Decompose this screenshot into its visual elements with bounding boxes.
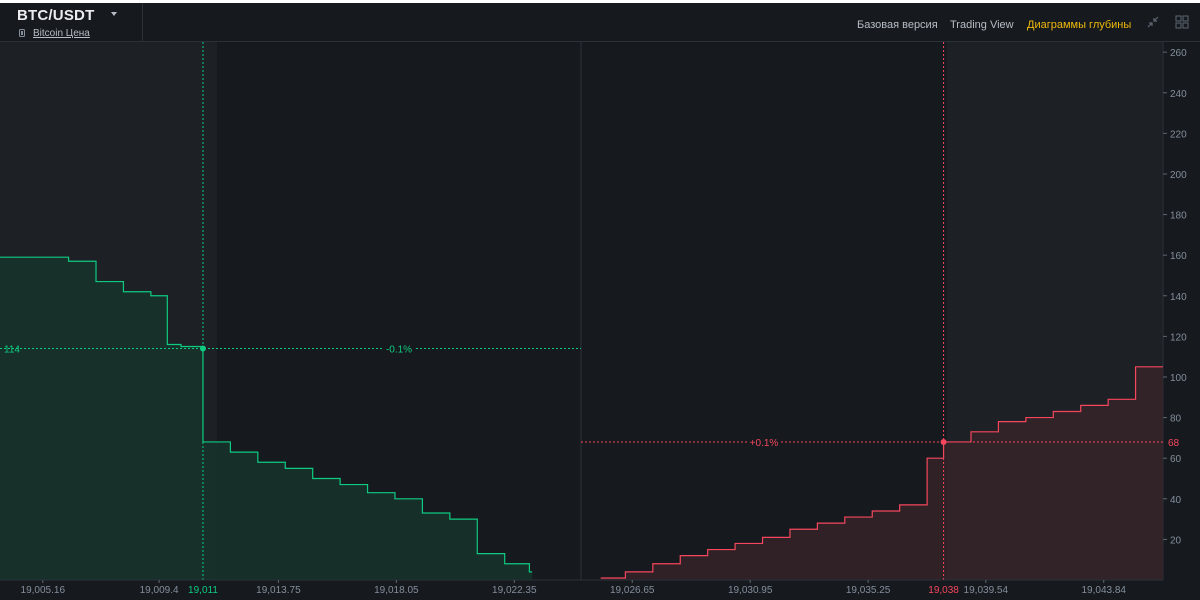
- ask-depth-label: 68: [1168, 438, 1180, 449]
- x-tick-label: 19,026.65: [610, 585, 655, 596]
- ask-price-label: 19,038: [928, 585, 959, 596]
- y-tick-label: 80: [1170, 414, 1182, 425]
- bitcoin-price-link[interactable]: Bitcoin Цена: [33, 28, 90, 39]
- collapse-icon[interactable]: [1146, 15, 1160, 29]
- x-tick-label: 19,035.25: [846, 585, 891, 596]
- x-tick-label: 19,022.35: [492, 585, 537, 596]
- ask-spread-region: [581, 42, 947, 580]
- pair-title[interactable]: BTC/USDT: [17, 7, 95, 24]
- y-tick-label: 200: [1170, 170, 1187, 181]
- x-tick-label: 19,009.4: [140, 585, 179, 596]
- x-axis: 19,005.16 19,009.4 19,013.75 19,018.05 19,02…: [0, 579, 1163, 596]
- coin-icon: [19, 29, 25, 37]
- ask-pct-label-bg: [748, 434, 780, 448]
- tab-basic-version[interactable]: Базовая версия: [857, 19, 938, 31]
- tab-depth-chart[interactable]: Диаграммы глубины: [1027, 19, 1132, 31]
- y-tick-label: 260: [1170, 48, 1187, 59]
- chart-header: BTC/USDT Bitcoin Цена Базовая версия Tra…: [0, 3, 1200, 42]
- x-tick-label: 19,030.95: [728, 585, 773, 596]
- y-axis: 20 40 60 80 100 120 140 160 180 200 220 240 260: [1163, 48, 1187, 546]
- bid-depth-label: 114: [4, 345, 20, 356]
- bid-step-line: [0, 256, 533, 573]
- bid-price-label: 19,011: [188, 585, 218, 596]
- pair-selector[interactable]: BTC/USDT Bitcoin Цена: [0, 3, 143, 41]
- ask-step-line: [600, 366, 1163, 579]
- y-tick-label: 220: [1170, 129, 1187, 140]
- bid-pct-label-bg: [383, 341, 415, 355]
- x-tick-label: 19,005.16: [21, 585, 66, 596]
- depth-chart[interactable]: -0.1% 114 19,011 +0.1% 68 19,038 20 40 60 80 100 1…: [0, 3, 1200, 600]
- bid-pct-label: -0.1%: [386, 345, 412, 356]
- x-tick-label: 19,018.05: [374, 585, 419, 596]
- grid-icon[interactable]: [1175, 15, 1189, 29]
- x-tick-label: 19,039.54: [964, 585, 1009, 596]
- bid-crosshair-point[interactable]: [199, 345, 206, 352]
- bid-price-label-bg: [186, 582, 219, 596]
- y-tick-label: 140: [1170, 292, 1187, 303]
- crosshairs: -0.1% 114 19,011 +0.1% 68 19,038: [0, 42, 1180, 596]
- y-tick-label: 60: [1170, 454, 1182, 465]
- y-tick-label: 160: [1170, 251, 1187, 262]
- depth-areas: [0, 256, 1163, 580]
- y-tick-label: 240: [1170, 89, 1187, 100]
- tab-trading-view[interactable]: Trading View: [950, 19, 1014, 31]
- y-tick-label: 120: [1170, 332, 1187, 343]
- ask-price-label-bg: [927, 582, 960, 596]
- ask-pct-label: +0.1%: [750, 438, 779, 449]
- ask-area: [600, 366, 1163, 580]
- caret-down-icon[interactable]: [111, 12, 117, 16]
- ask-crosshair-point[interactable]: [940, 438, 947, 445]
- x-tick-label: 19,043.84: [1082, 585, 1127, 596]
- y-tick-label: 20: [1170, 535, 1182, 546]
- y-tick-label: 180: [1170, 211, 1187, 222]
- y-tick-label: 40: [1170, 495, 1182, 506]
- x-tick-label: 19,013.75: [256, 585, 301, 596]
- depth-chart-frame: BTC/USDT Bitcoin Цена Базовая версия Tra…: [0, 3, 1200, 600]
- y-tick-label: 100: [1170, 373, 1187, 384]
